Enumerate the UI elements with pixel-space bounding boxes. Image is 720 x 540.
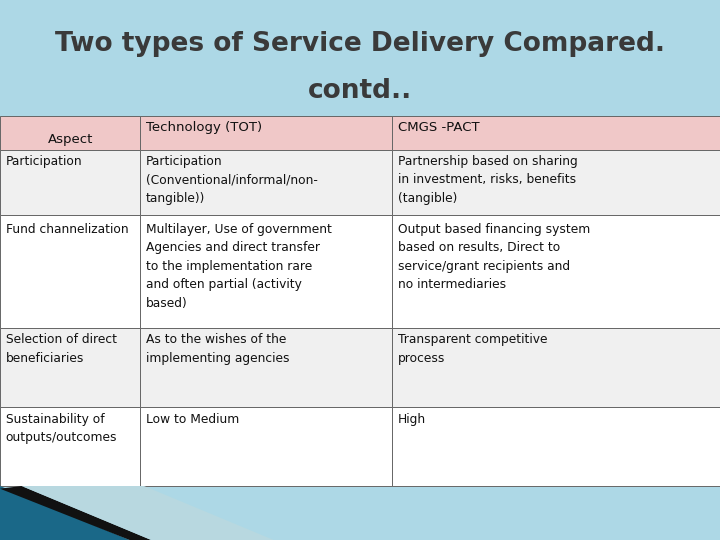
Bar	[0, 150, 140, 215]
Bar	[0, 407, 140, 486]
Bar	[392, 116, 720, 150]
Bar	[0, 116, 140, 150]
Text: Two types of Service Delivery Compared.: Two types of Service Delivery Compared.	[55, 31, 665, 57]
Text: contd..: contd..	[308, 78, 412, 104]
Bar	[392, 407, 720, 486]
Text: Output based financing system
based on results, Direct to
service/grant recipien: Output based financing system based on r…	[398, 223, 590, 291]
Text: Sustainability of
outputs/outcomes: Sustainability of outputs/outcomes	[6, 413, 117, 444]
Bar	[140, 150, 392, 215]
Bar	[140, 215, 392, 328]
Text: CMGS -PACT: CMGS -PACT	[398, 121, 480, 134]
Bar	[140, 116, 392, 150]
Polygon shape	[0, 486, 130, 540]
Text: Partnership based on sharing
in investment, risks, benefits
(tangible): Partnership based on sharing in investme…	[398, 154, 578, 205]
Text: Aspect: Aspect	[48, 133, 93, 146]
Text: Multilayer, Use of government
Agencies and direct transfer
to the implementation: Multilayer, Use of government Agencies a…	[146, 223, 332, 310]
Text: Selection of direct
beneficiaries: Selection of direct beneficiaries	[6, 333, 117, 365]
Bar	[392, 150, 720, 215]
Text: Participation: Participation	[6, 154, 82, 167]
Bar	[392, 328, 720, 407]
Text: Fund channelization: Fund channelization	[6, 223, 128, 236]
Text: Participation
(Conventional/informal/non-
tangible)): Participation (Conventional/informal/non…	[146, 154, 318, 205]
Bar	[140, 328, 392, 407]
Bar	[0, 215, 140, 328]
Bar	[392, 215, 720, 328]
Polygon shape	[0, 486, 151, 540]
Bar	[140, 407, 392, 486]
Text: Technology (TOT): Technology (TOT)	[146, 121, 262, 134]
Text: Low to Medium: Low to Medium	[146, 413, 240, 426]
Bar	[0, 328, 140, 407]
Polygon shape	[22, 486, 274, 540]
Text: High: High	[398, 413, 426, 426]
Text: Transparent competitive
process: Transparent competitive process	[398, 333, 548, 365]
Text: As to the wishes of the
implementing agencies: As to the wishes of the implementing age…	[146, 333, 289, 365]
